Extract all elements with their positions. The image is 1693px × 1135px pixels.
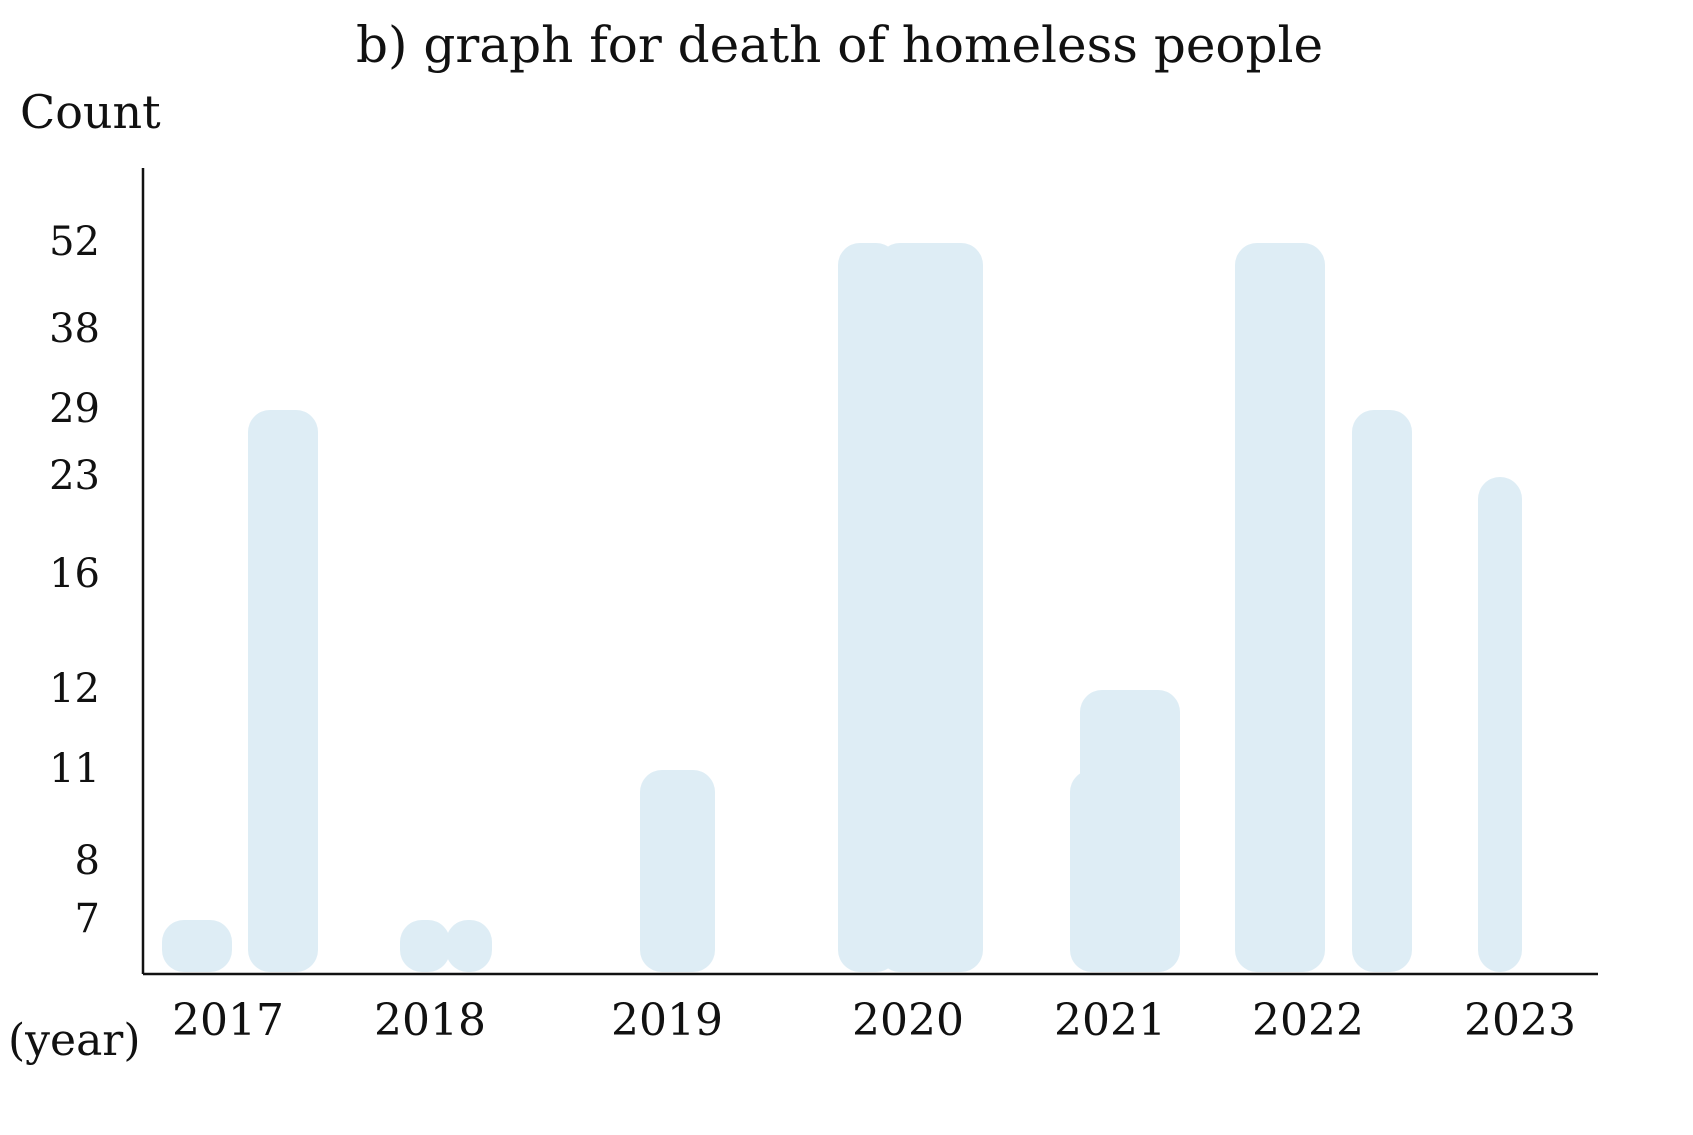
x-tick-label: 2023 (1464, 995, 1576, 1046)
bar-2022 (1235, 243, 1325, 972)
y-tick-label: 7 (75, 896, 100, 942)
x-tick-label: 2019 (611, 995, 723, 1046)
x-tick-label: 2018 (374, 995, 486, 1046)
y-tick-label: 52 (49, 219, 100, 265)
bar-2023 (1478, 477, 1522, 972)
y-tick-label: 16 (49, 551, 100, 597)
bars (162, 243, 1522, 972)
y-tick-label: 38 (49, 306, 100, 352)
bar-2022 (1352, 410, 1412, 972)
x-tick-labels: 2017 2018 2019 2020 2021 2022 2023 (172, 995, 1576, 1046)
x-axis-label: (year) (8, 1015, 141, 1066)
x-tick-label: 2022 (1252, 995, 1364, 1046)
x-tick-label: 2021 (1054, 995, 1166, 1046)
bar-2018 (446, 920, 492, 972)
y-tick-label: 23 (49, 453, 100, 499)
bar-2018 (400, 920, 450, 972)
y-axis-label: Count (20, 85, 161, 139)
bar-2021 (1080, 690, 1180, 972)
x-tick-label: 2017 (172, 995, 284, 1046)
y-tick-labels: 52 38 29 23 16 12 11 8 7 (49, 219, 100, 942)
chart-title: b) graph for death of homeless people (356, 16, 1323, 74)
x-tick-label: 2020 (852, 995, 964, 1046)
y-tick-label: 12 (49, 666, 100, 712)
y-tick-label: 8 (75, 838, 100, 884)
y-tick-label: 11 (49, 746, 100, 792)
bar-2019 (640, 770, 715, 972)
bar-2020 (878, 243, 983, 972)
y-tick-label: 29 (49, 386, 100, 432)
bar-2017 (248, 410, 318, 972)
bar-2017 (162, 920, 232, 972)
